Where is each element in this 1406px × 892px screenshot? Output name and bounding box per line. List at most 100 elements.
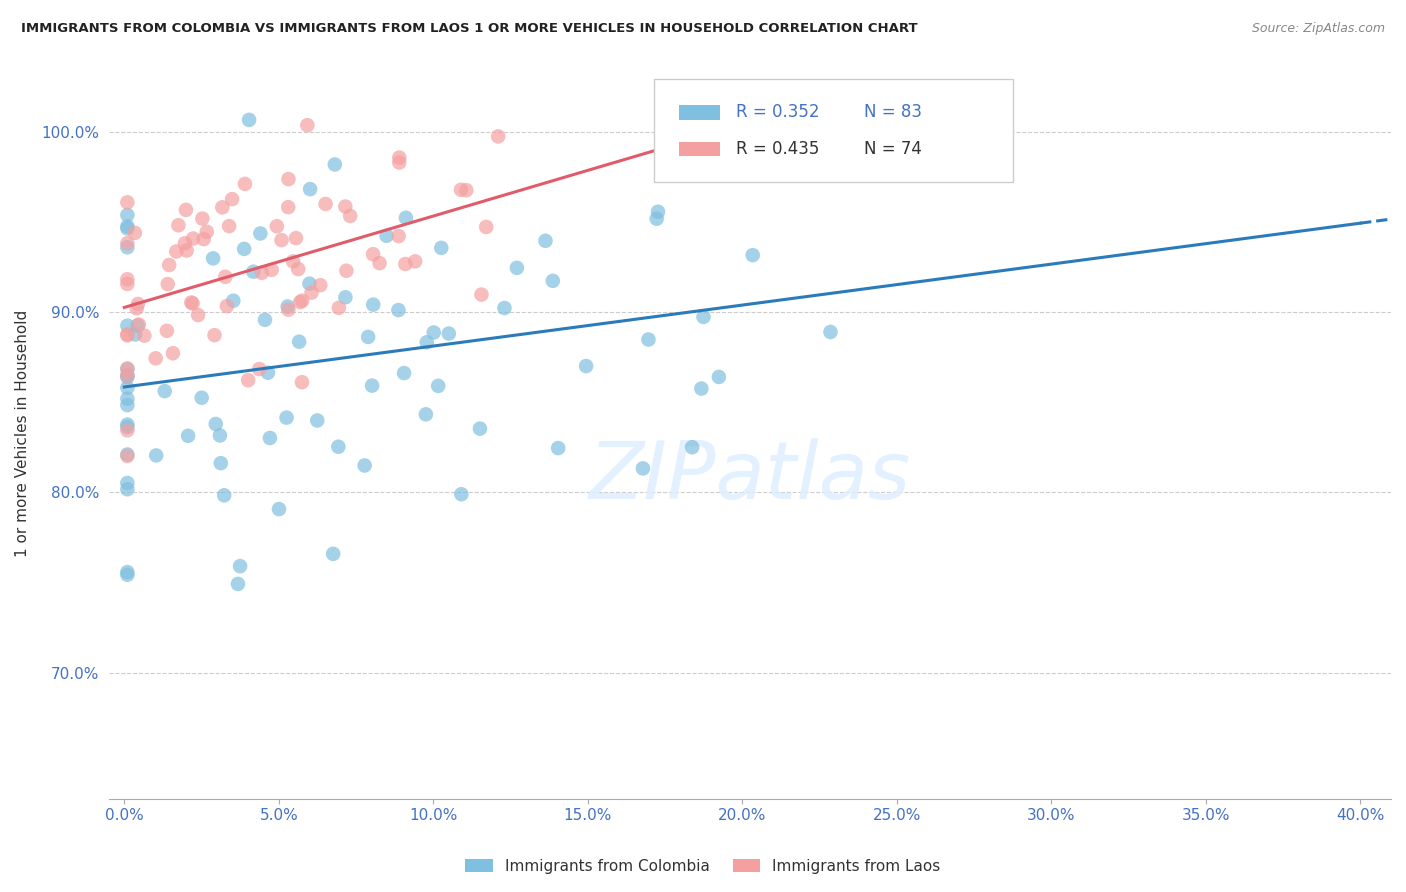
Point (298, 277, 321, 291)
Point (218, 219, 240, 234)
Point (233, 177, 256, 191)
Point (156, 277, 179, 292)
Point (299, 182, 322, 196)
Point (297, 118, 319, 132)
Point (117, 368, 139, 383)
Point (191, 211, 214, 226)
Point (134, 328, 156, 343)
Point (162, 346, 184, 360)
Point (247, 362, 270, 376)
Point (117, 361, 139, 376)
Point (707, 370, 730, 384)
Point (249, 227, 271, 241)
Point (250, 266, 273, 280)
Point (117, 327, 139, 342)
Point (277, 300, 299, 314)
Point (741, 248, 763, 262)
Point (277, 302, 299, 317)
Point (117, 475, 139, 490)
Text: ZIPatlas: ZIPatlas (589, 439, 911, 516)
Text: IMMIGRANTS FROM COLOMBIA VS IMMIGRANTS FROM LAOS 1 OR MORE VEHICLES IN HOUSEHOLD: IMMIGRANTS FROM COLOMBIA VS IMMIGRANTS F… (21, 22, 918, 36)
Point (388, 155, 411, 169)
Point (769, 110, 792, 124)
Text: N = 83: N = 83 (865, 103, 922, 121)
Point (156, 324, 179, 338)
Point (276, 410, 298, 425)
Point (167, 219, 190, 233)
Point (117, 368, 139, 383)
Point (180, 295, 202, 310)
Point (117, 221, 139, 235)
Point (427, 379, 450, 393)
Point (323, 157, 346, 171)
Point (117, 448, 139, 462)
Point (238, 112, 260, 127)
Point (124, 327, 146, 342)
Point (208, 428, 231, 442)
Text: Source: ZipAtlas.com: Source: ZipAtlas.com (1251, 22, 1385, 36)
Text: N = 74: N = 74 (865, 140, 922, 158)
Point (204, 328, 226, 343)
Point (404, 254, 426, 268)
Point (335, 290, 357, 304)
Point (375, 228, 398, 243)
Point (117, 318, 139, 333)
Point (307, 413, 329, 427)
Point (212, 488, 235, 502)
Legend: Immigrants from Colombia, Immigrants from Laos: Immigrants from Colombia, Immigrants fro… (460, 853, 946, 880)
Point (361, 247, 384, 261)
Point (368, 256, 391, 270)
Point (117, 195, 139, 210)
Point (328, 440, 350, 454)
Point (181, 231, 204, 245)
Point (506, 260, 529, 275)
Point (117, 208, 139, 222)
Point (127, 318, 149, 333)
Point (253, 313, 276, 327)
Point (181, 296, 204, 310)
Point (287, 262, 309, 277)
Point (117, 423, 139, 437)
Text: R = 0.352: R = 0.352 (735, 103, 820, 121)
Point (242, 265, 264, 279)
Point (690, 382, 713, 396)
Point (681, 440, 703, 454)
Point (392, 366, 415, 380)
Point (190, 391, 212, 405)
Point (267, 502, 290, 516)
Point (395, 211, 418, 225)
Point (204, 417, 226, 431)
Point (195, 225, 218, 239)
Point (456, 183, 478, 197)
Point (117, 420, 139, 434)
Point (339, 209, 361, 223)
Point (125, 301, 148, 316)
Point (285, 231, 308, 245)
Point (541, 274, 564, 288)
Point (117, 272, 139, 286)
Point (117, 482, 139, 496)
Point (229, 559, 252, 574)
Point (145, 449, 167, 463)
Point (328, 301, 350, 315)
Point (353, 458, 375, 473)
Point (315, 197, 337, 211)
Point (430, 241, 453, 255)
Point (394, 257, 416, 271)
Bar (679, 105, 720, 120)
Point (209, 456, 232, 470)
Point (288, 295, 311, 310)
Point (117, 370, 139, 384)
Point (117, 565, 139, 579)
Point (193, 232, 215, 246)
Point (277, 172, 299, 186)
Point (309, 278, 332, 293)
Point (277, 200, 299, 214)
Point (387, 303, 409, 318)
Point (692, 310, 714, 324)
Point (153, 384, 176, 398)
Point (215, 299, 238, 313)
Point (486, 129, 509, 144)
Point (117, 398, 139, 412)
Point (647, 204, 669, 219)
